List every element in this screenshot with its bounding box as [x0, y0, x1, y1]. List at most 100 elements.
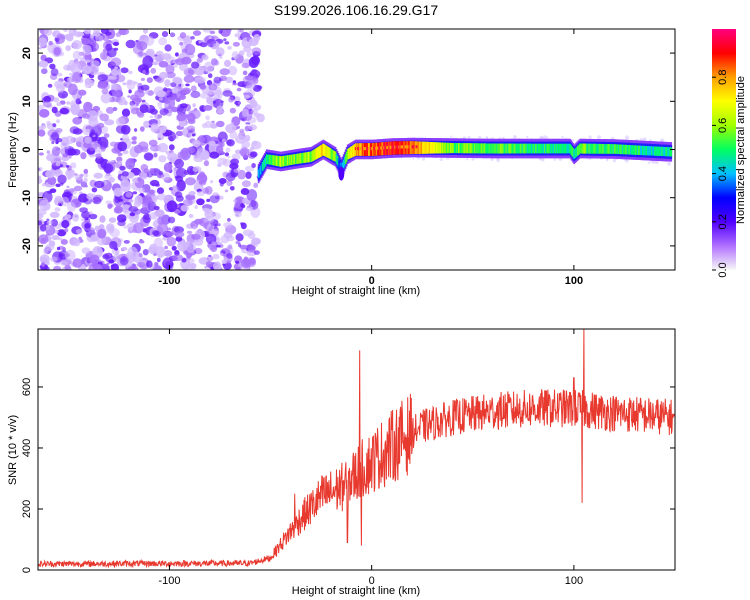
ridge-band-cell — [436, 142, 439, 154]
noise-blob — [183, 198, 193, 206]
ridge-band-cell — [334, 151, 337, 162]
noise-blob — [163, 162, 173, 173]
noise-blob — [234, 33, 241, 38]
noise-blob — [120, 124, 131, 135]
noise-blob — [92, 196, 102, 205]
noise-blob — [199, 42, 208, 48]
noise-blob — [46, 150, 51, 155]
ridge-core-cell — [413, 145, 416, 149]
ridge-core-cell — [364, 147, 366, 151]
noise-blob — [226, 235, 235, 242]
noise-blob — [176, 167, 187, 178]
noise-blob — [38, 213, 44, 219]
ridge-band-cell — [553, 143, 555, 154]
noise-blob — [232, 41, 240, 47]
noise-blob — [46, 153, 56, 162]
ridge-band-cell — [585, 143, 588, 154]
noise-blob — [203, 160, 209, 167]
ridge-core-cell — [390, 145, 392, 149]
ridge-core-cell — [389, 145, 391, 149]
noise-blob — [60, 239, 68, 245]
noise-blob — [65, 168, 76, 179]
ridge-band-cell — [420, 141, 423, 154]
ridge-band-cell — [598, 143, 601, 154]
noise-blob — [51, 106, 58, 114]
noise-blob — [173, 63, 178, 68]
ridge-band-cell — [321, 144, 324, 156]
noise-blob — [61, 220, 70, 229]
noise-blob — [72, 50, 82, 61]
noise-blob — [250, 146, 255, 151]
ridge-band-cell — [341, 162, 344, 171]
noise-blob — [175, 236, 183, 242]
ridge-band-cell — [474, 143, 476, 154]
snr-x-tick-label: 100 — [565, 575, 583, 587]
noise-blob — [164, 79, 171, 87]
ridge-band-cell — [497, 143, 500, 154]
ridge-band-cell — [616, 144, 619, 154]
noise-blob — [152, 61, 159, 66]
noise-blob — [138, 187, 145, 194]
noise-blob — [115, 32, 122, 38]
noise-blob — [235, 255, 242, 261]
noise-blob — [50, 256, 58, 262]
ridge-band-cell — [445, 142, 448, 154]
ridge-band-cell — [342, 159, 345, 169]
noise-blob — [186, 230, 193, 234]
noise-blob — [174, 231, 185, 238]
noise-blob — [107, 75, 114, 80]
ridge-halo-dot — [654, 160, 659, 165]
noise-blob — [134, 128, 138, 132]
ridge-core-cell — [368, 147, 370, 151]
noise-blob — [222, 158, 231, 167]
noise-blob — [67, 176, 71, 180]
noise-blob — [246, 189, 258, 202]
noise-blob — [194, 218, 203, 225]
noise-blob — [209, 151, 220, 159]
ridge-band-cell — [595, 143, 598, 154]
noise-blob — [216, 95, 220, 98]
noise-blob — [110, 264, 114, 268]
ridge-band-cell — [580, 143, 583, 154]
ridge-band-cell — [450, 143, 453, 154]
noise-blob — [119, 256, 129, 266]
noise-blob — [186, 241, 191, 245]
noise-blob — [90, 34, 94, 39]
ridge-halo-dot — [450, 135, 453, 138]
noise-blob — [203, 105, 213, 111]
noise-blob — [131, 136, 137, 141]
ridge-core-cell — [384, 146, 386, 150]
noise-blob — [122, 149, 129, 155]
noise-blob — [243, 92, 247, 96]
ridge-band-cell — [271, 155, 273, 165]
noise-blob — [56, 33, 65, 40]
spectrogram-y-tick-label: 20 — [21, 47, 33, 59]
ridge-band-cell — [656, 146, 658, 156]
noise-blob — [173, 226, 185, 234]
noise-blob — [182, 89, 191, 95]
colorbar-label: Normalized spectral amplitude — [735, 76, 747, 224]
ridge-core-cell — [406, 145, 409, 149]
noise-blob — [38, 47, 42, 50]
noise-blob — [199, 84, 207, 90]
ridge-band-cell — [602, 144, 605, 154]
ridge-halo-dot — [597, 135, 601, 140]
ridge-core-cell — [361, 147, 363, 151]
noise-blob — [158, 97, 163, 101]
ridge-band-cell — [562, 143, 564, 154]
noise-blob — [49, 63, 56, 70]
noise-blob — [152, 265, 163, 270]
noise-blob — [71, 213, 80, 222]
noise-blob — [117, 152, 123, 157]
ridge-halo-dot — [667, 161, 671, 166]
ridge-band-cell — [498, 143, 501, 154]
ridge-band-cell — [556, 143, 558, 154]
ridge-band-cell — [470, 143, 472, 154]
ridge-band-cell — [462, 143, 464, 154]
noise-blob — [53, 265, 62, 270]
noise-blob — [127, 158, 135, 164]
noise-blob — [46, 218, 50, 222]
ridge-band-cell — [336, 156, 339, 166]
noise-blob — [144, 91, 149, 95]
noise-blob — [215, 47, 225, 57]
